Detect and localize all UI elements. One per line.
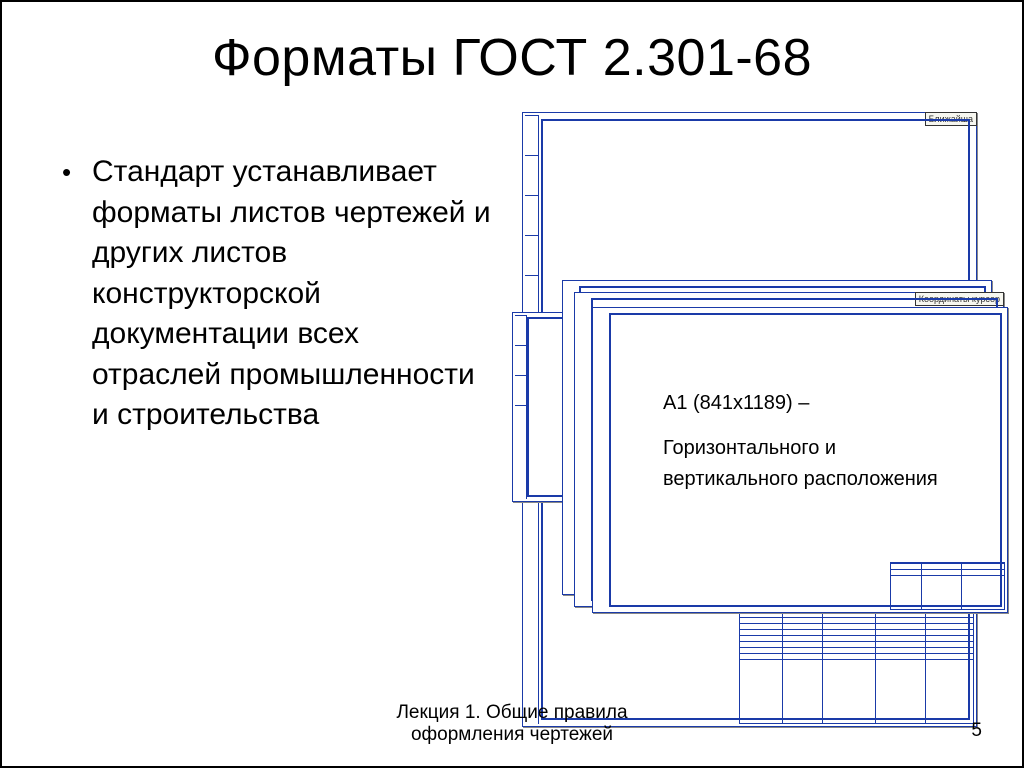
- caption-line2: Горизонтального и вертикального располож…: [663, 433, 963, 495]
- body-text: • Стандарт устанавливает форматы листов …: [62, 152, 492, 436]
- caption-line1: А1 (841х1189) –: [663, 388, 963, 419]
- sheet-stack: Ближайша Координаты курсор: [502, 112, 1012, 732]
- footer-line1: Лекция 1. Общие правила: [2, 702, 1022, 724]
- drawing-frame-front: А1 (841х1189) – Горизонтального и вертик…: [592, 307, 1008, 613]
- bullet-text: Стандарт устанавливает форматы листов че…: [92, 152, 492, 436]
- page-number: 5: [971, 720, 982, 742]
- slide-title: Форматы ГОСТ 2.301-68: [2, 28, 1022, 88]
- bullet-icon: •: [62, 152, 92, 436]
- footer: Лекция 1. Общие правила оформления черте…: [2, 702, 1022, 746]
- footer-line2: оформления чертежей: [2, 724, 1022, 746]
- slide: Форматы ГОСТ 2.301-68 • Стандарт устанав…: [0, 0, 1024, 768]
- format-caption: А1 (841х1189) – Горизонтального и вертик…: [663, 388, 963, 495]
